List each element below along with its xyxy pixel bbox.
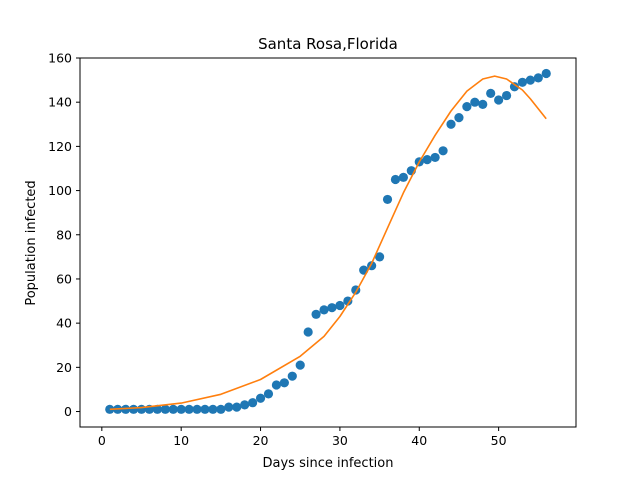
data-point xyxy=(184,404,194,414)
data-point xyxy=(533,73,543,83)
y-tick-label: 0 xyxy=(64,404,72,419)
x-tick-label: 50 xyxy=(491,433,507,448)
plot-area xyxy=(105,68,551,414)
y-tick-label: 100 xyxy=(48,183,72,198)
fitted-curve xyxy=(109,75,547,411)
y-tick-label: 120 xyxy=(48,139,72,154)
data-point xyxy=(454,113,464,123)
data-point xyxy=(422,155,432,165)
data-point xyxy=(287,371,297,381)
data-point xyxy=(382,194,393,205)
y-tick-label: 60 xyxy=(56,271,72,286)
data-point xyxy=(248,398,258,408)
data-point xyxy=(232,402,242,412)
data-point xyxy=(319,305,329,315)
data-point xyxy=(438,146,448,156)
data-point xyxy=(216,404,226,414)
data-point xyxy=(255,393,266,403)
x-tick-label: 30 xyxy=(332,433,348,448)
y-axis-label: Population infected xyxy=(24,180,39,305)
data-point xyxy=(335,300,345,311)
data-point xyxy=(176,404,186,414)
x-axis-label: Days since infection xyxy=(263,456,394,471)
data-point xyxy=(192,404,202,414)
data-point xyxy=(486,88,496,98)
data-point xyxy=(501,90,512,101)
x-tick-label: 10 xyxy=(173,433,189,448)
data-point xyxy=(311,309,321,319)
data-point xyxy=(168,404,178,414)
data-point xyxy=(160,404,170,414)
x-axis: 0 10 20 30 40 50 xyxy=(98,427,507,448)
x-tick-label: 40 xyxy=(411,433,427,448)
plot-frame xyxy=(79,57,577,428)
data-point xyxy=(430,152,440,163)
y-tick-label: 40 xyxy=(56,316,72,331)
data-point xyxy=(494,95,504,105)
data-point xyxy=(136,404,147,414)
data-point xyxy=(525,75,535,85)
data-point xyxy=(541,68,551,79)
data-point xyxy=(470,97,480,107)
data-point xyxy=(462,102,472,112)
data-point xyxy=(446,119,456,129)
y-tick-label: 140 xyxy=(48,95,72,110)
data-point xyxy=(327,303,337,313)
data-point xyxy=(128,404,139,414)
data-point xyxy=(208,404,218,414)
data-point xyxy=(398,172,408,182)
data-point xyxy=(105,404,115,414)
data-point xyxy=(295,360,305,370)
y-tick-label: 80 xyxy=(56,227,72,242)
data-point xyxy=(271,380,282,390)
data-point xyxy=(509,82,520,92)
data-point xyxy=(279,378,289,388)
data-point xyxy=(343,296,353,306)
y-tick-label: 160 xyxy=(48,51,72,66)
data-point xyxy=(517,77,528,87)
x-tick-label: 0 xyxy=(98,433,106,448)
data-point xyxy=(303,327,313,337)
data-point xyxy=(200,404,210,414)
chart-title: Santa Rosa,Florida xyxy=(258,35,398,53)
y-axis: 0 20 40 60 80 100 120 140 160 xyxy=(48,51,80,419)
y-tick-label: 20 xyxy=(56,360,72,375)
data-point xyxy=(240,400,250,410)
data-point xyxy=(478,99,488,110)
data-point xyxy=(390,174,401,185)
data-point xyxy=(152,404,162,414)
x-tick-label: 20 xyxy=(253,433,269,448)
data-point xyxy=(263,389,274,399)
data-point xyxy=(121,404,131,414)
data-point xyxy=(374,252,385,262)
data-point xyxy=(224,402,234,412)
